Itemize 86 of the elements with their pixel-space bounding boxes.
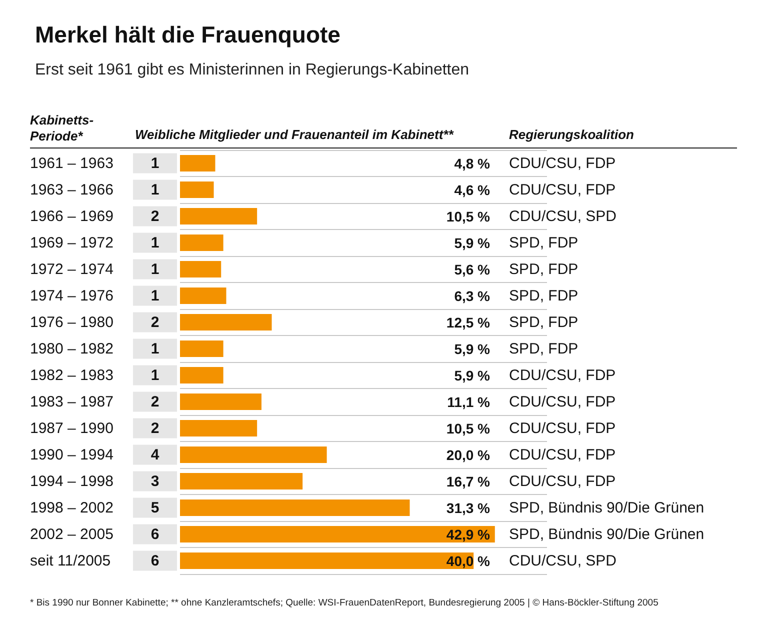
text: SPD, Bündnis 90/Die Grünen	[509, 526, 704, 543]
data-label: 4,6 %	[454, 182, 491, 198]
y-tick-label: 1987 – 1990	[30, 420, 114, 437]
y-tick-label: 2002 – 2005	[30, 526, 114, 543]
data-label: 10,5 %	[446, 420, 491, 436]
text: 1	[150, 154, 160, 172]
bar	[180, 367, 224, 384]
y-tick-label: 1983 – 1987	[30, 393, 114, 410]
text: 1	[150, 287, 160, 304]
data-label: 5,9 %	[454, 234, 491, 251]
bar	[180, 208, 258, 224]
text: 2	[150, 208, 160, 225]
text: CDU/CSU, FDP	[509, 420, 616, 437]
text: CDU/CSU, FDP	[509, 366, 616, 384]
bar	[180, 288, 226, 304]
text: SPD, Bündnis 90/Die Grünen	[509, 499, 704, 516]
bar	[180, 182, 214, 198]
data-label: 42,9 %	[446, 526, 491, 542]
text: 3	[150, 472, 160, 490]
data-label: 11,1 %	[447, 394, 491, 410]
chart-subtitle: Erst seit 1961 gibt es Ministerinnen in Regierungs-Kabinetten	[35, 62, 470, 78]
y-tick-label: 1963 – 1966	[30, 181, 114, 198]
text: SPD, FDP	[509, 340, 578, 358]
text: CDU/CSU, SPD	[509, 552, 617, 570]
bar	[180, 155, 216, 172]
text: SPD, FDP	[509, 260, 578, 278]
x-axis-title: Weibliche Mitglieder und Frauenanteil im Kabinett**	[135, 127, 454, 142]
data-label: 6,3 %	[454, 288, 491, 304]
y-tick-label: 1961 – 1963	[30, 154, 114, 172]
data-label: 5,9 %	[454, 340, 491, 357]
bar	[180, 394, 262, 410]
bar	[180, 500, 410, 516]
bar	[180, 420, 258, 436]
text: CDU/CSU, FDP	[509, 393, 616, 410]
text: 2	[150, 314, 160, 331]
bar	[180, 340, 224, 357]
text: 4	[150, 446, 160, 464]
y-tick-label: 1966 – 1969	[30, 208, 114, 225]
chart-title: Merkel hält die Frauenquote	[35, 22, 340, 48]
bar	[180, 314, 272, 330]
text: 6	[150, 526, 160, 543]
text: 1	[150, 366, 160, 384]
y-tick-label: seit 11/2005	[30, 552, 111, 570]
text: CDU/CSU, FDP	[509, 446, 616, 464]
data-label: 10,5 %	[446, 208, 491, 224]
text: CDU/CSU, FDP	[509, 472, 616, 490]
text: SPD, FDP	[509, 314, 578, 331]
bar	[180, 261, 222, 278]
y-tick-label: 1990 – 1994	[30, 446, 114, 464]
text: 1	[150, 234, 160, 252]
data-label: 5,6 %	[454, 261, 491, 278]
y-tick-label: 1994 – 1998	[30, 472, 114, 490]
data-label: 20,0 %	[446, 446, 491, 463]
text: 1	[150, 260, 160, 278]
text: 1	[150, 340, 160, 358]
data-label: 5,9 %	[454, 367, 491, 384]
text: 5	[150, 499, 160, 516]
data-label: 40,0 %	[446, 552, 491, 569]
y-tick-label: 1969 – 1972	[30, 234, 114, 252]
text: CDU/CSU, FDP	[509, 154, 616, 172]
y2-axis-title: Regierungskoalition	[509, 127, 634, 142]
text: SPD, FDP	[509, 234, 578, 252]
bar	[180, 446, 327, 463]
data-label: 4,8 %	[454, 155, 491, 172]
y-tick-label: 1998 – 2002	[30, 499, 114, 516]
bar	[180, 234, 224, 251]
text: CDU/CSU, SPD	[509, 208, 617, 225]
text: * Bis 1990 nur Bonner Kabinette; ** ohne Kanzleramtschefs; Quelle: WSI-FrauenDatenReport, Bundesregierung 2005 | © Hans-Böckler-Stiftung 2005	[30, 598, 658, 608]
y-tick-label: 1976 – 1980	[30, 314, 114, 331]
bar	[180, 526, 495, 542]
y-axis-title: Kabinetts- Periode*	[30, 112, 94, 144]
text: SPD, FDP	[509, 287, 578, 304]
data-label: 12,5 %	[446, 314, 491, 330]
text: 6	[150, 552, 160, 570]
bar	[180, 552, 474, 569]
y-tick-label: 1974 – 1976	[30, 287, 114, 304]
data-label: 16,7 %	[446, 473, 491, 490]
bar	[180, 473, 303, 490]
text: 2	[150, 393, 160, 410]
y-tick-label: 1982 – 1983	[30, 366, 114, 384]
data-label: 31,3 %	[446, 500, 491, 516]
text: 2	[150, 420, 160, 437]
text: CDU/CSU, FDP	[509, 181, 616, 198]
y-tick-label: 1980 – 1982	[30, 340, 114, 358]
y-tick-label: 1972 – 1974	[30, 260, 114, 278]
text: 1	[150, 181, 160, 198]
